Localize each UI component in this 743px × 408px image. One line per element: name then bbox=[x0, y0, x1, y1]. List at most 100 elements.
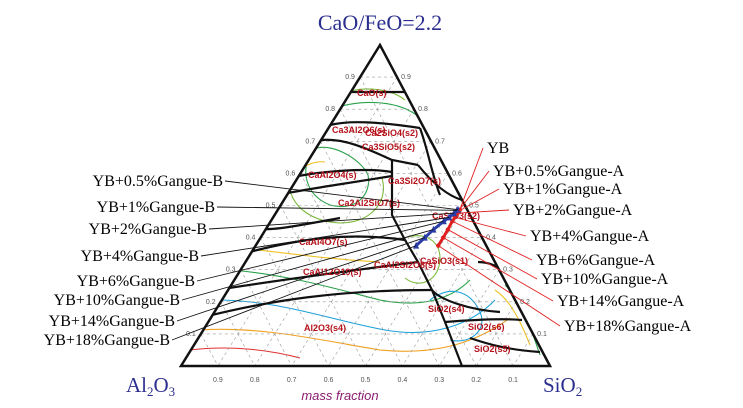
annotation-leader bbox=[200, 216, 450, 257]
series-annotation-label: YB bbox=[487, 140, 509, 157]
grid-line bbox=[475, 301, 517, 366]
annotation-leader bbox=[452, 220, 533, 261]
grid-line bbox=[359, 76, 514, 366]
annotation-leader bbox=[208, 212, 454, 230]
series-annotations: YB YB+0.5%Gangue-AYB+1%Gangue-A YB+2%Gangu… bbox=[44, 140, 692, 349]
phase-label: Al2O3(s4) bbox=[304, 323, 346, 333]
tick-label: 0.8 bbox=[250, 377, 260, 384]
phase-label: CaO(s) bbox=[357, 88, 387, 98]
phase-label: CaSiO3(s1) bbox=[420, 256, 468, 266]
series-annotation-label: YB+14%Gangue-B bbox=[49, 313, 175, 330]
grid-line bbox=[280, 205, 366, 366]
phase-label: SiO2(s6) bbox=[468, 322, 505, 332]
annotation-leader bbox=[458, 188, 500, 212]
phase-label: Ca3Al2O6(s) bbox=[332, 125, 386, 135]
annotation-leader bbox=[447, 229, 538, 280]
series-point bbox=[450, 209, 457, 217]
tick-label-right: 0.1 bbox=[537, 331, 547, 338]
series-point bbox=[421, 233, 428, 241]
phase-label: Ca2Al2SiO7(s) bbox=[338, 198, 400, 208]
phase-label: CaAl4O7(s) bbox=[299, 237, 348, 247]
phase-labels: CaO(s) Ca3Al2O6(s)Ca2SiO4(s2) Ca3SiO5(s2) C… bbox=[299, 88, 511, 354]
annotation-leader bbox=[224, 180, 459, 211]
tick-label: 0.7 bbox=[287, 377, 297, 384]
tick-label: 0.4 bbox=[398, 377, 408, 384]
phase-label: Ca2SiO4(s2) bbox=[365, 128, 418, 138]
tick-label-right: 0.9 bbox=[401, 74, 411, 81]
tick-label-left: 0.5 bbox=[266, 203, 276, 210]
grid-line bbox=[217, 76, 398, 366]
annotation-leader bbox=[171, 245, 417, 341]
tick-label-left: 0.6 bbox=[286, 170, 296, 177]
series-point bbox=[445, 227, 451, 232]
tick-label: 0.3 bbox=[434, 377, 444, 384]
tick-label-right: 0.2 bbox=[520, 299, 530, 306]
series-annotation-label: YB+2%Gangue-A bbox=[513, 202, 633, 219]
tick-label: 0.2 bbox=[471, 377, 481, 384]
tick-label-left: 0.4 bbox=[246, 235, 256, 242]
series-annotation-label: YB+10%Gangue-A bbox=[541, 271, 669, 288]
axis-tick-labels: 0.9 0.8 0.7 0.6 0.5 0.4 0.3 0.2 0.1 0.9 0.9 0.8 0.8 0… bbox=[186, 74, 547, 384]
axis-label-mass-fraction: mass fraction bbox=[301, 388, 378, 403]
corner-label-sio2: SiO2 bbox=[543, 373, 582, 399]
grid-line bbox=[200, 333, 219, 366]
tick-label-right: 0.7 bbox=[435, 138, 445, 145]
series-point bbox=[413, 241, 420, 249]
annotation-leader bbox=[438, 245, 561, 327]
series-annotation-label: YB+4%Gangue-A bbox=[530, 228, 650, 245]
grid-lines bbox=[200, 76, 534, 366]
tick-label-left: 0.3 bbox=[226, 267, 236, 274]
series-annotation-label: YB+18%Gangue-B bbox=[44, 332, 170, 349]
tick-label: 0.9 bbox=[213, 377, 223, 384]
tick-label-right: 0.4 bbox=[486, 235, 496, 242]
grid-line bbox=[291, 141, 432, 366]
corner-label-al2o3: Al2O3 bbox=[126, 373, 175, 399]
series-annotation-label: YB+10%Gangue-B bbox=[54, 292, 180, 309]
grid-line bbox=[402, 237, 483, 366]
series-annotation-label: YB+1%Gangue-B bbox=[97, 199, 215, 216]
tick-label-left: 0.9 bbox=[345, 74, 355, 81]
tick-label-right: 0.6 bbox=[452, 170, 462, 177]
series-annotation-label: YB+2%Gangue-B bbox=[89, 221, 207, 238]
annotation-leader bbox=[216, 206, 457, 211]
series-point bbox=[440, 217, 447, 225]
tick-label-right: 0.3 bbox=[503, 267, 513, 274]
sio2-part-sub1: 2 bbox=[576, 384, 583, 399]
annotation-leader bbox=[176, 237, 425, 322]
phase-label: CaAl12O19(s) bbox=[303, 267, 362, 277]
series-point bbox=[446, 213, 453, 221]
series-annotation-label: YB+14%Gangue-A bbox=[557, 293, 685, 310]
al2o3-part-base: Al bbox=[126, 373, 147, 397]
tick-label-left: 0.1 bbox=[186, 331, 196, 338]
annotation-leader bbox=[196, 220, 444, 282]
tick-label-right: 0.8 bbox=[418, 106, 428, 113]
tick-label-left: 0.8 bbox=[325, 106, 335, 113]
series-annotation-label: YB+6%Gangue-B bbox=[77, 273, 195, 290]
grid-line bbox=[320, 141, 440, 366]
annotation-leader bbox=[443, 237, 554, 302]
grid-line bbox=[339, 109, 477, 366]
annotation-leader bbox=[457, 209, 510, 214]
tick-label-right: 0.5 bbox=[469, 203, 479, 210]
series-annotation-label: YB+0.5%Gangue-B bbox=[93, 173, 223, 190]
series-annotation-label: YB+6%Gangue-A bbox=[536, 252, 656, 269]
tick-label-left: 0.2 bbox=[206, 299, 216, 306]
annotation-leader bbox=[459, 147, 484, 210]
series-annotation-label: YB+0.5%Gangue-A bbox=[493, 163, 625, 180]
tick-label: 0.1 bbox=[508, 377, 518, 384]
sio2-part-base: SiO bbox=[543, 373, 576, 397]
triangle-outline bbox=[178, 42, 553, 368]
phase-label: SiO2(s4) bbox=[428, 304, 465, 314]
annotation-leader bbox=[458, 170, 490, 211]
grid-line bbox=[439, 269, 500, 366]
grid-line bbox=[365, 205, 466, 366]
chart-title: CaO/FeO=2.2 bbox=[318, 10, 442, 35]
tick-label: 0.6 bbox=[324, 377, 334, 384]
tick-label-left: 0.7 bbox=[305, 138, 315, 145]
al2o3-part-sub2: 3 bbox=[169, 384, 176, 399]
al2o3-part-sub1: 2 bbox=[147, 384, 154, 399]
series-annotation-label: YB+1%Gangue-A bbox=[503, 181, 623, 198]
series-annotation-label: YB+4%Gangue-B bbox=[81, 248, 199, 265]
